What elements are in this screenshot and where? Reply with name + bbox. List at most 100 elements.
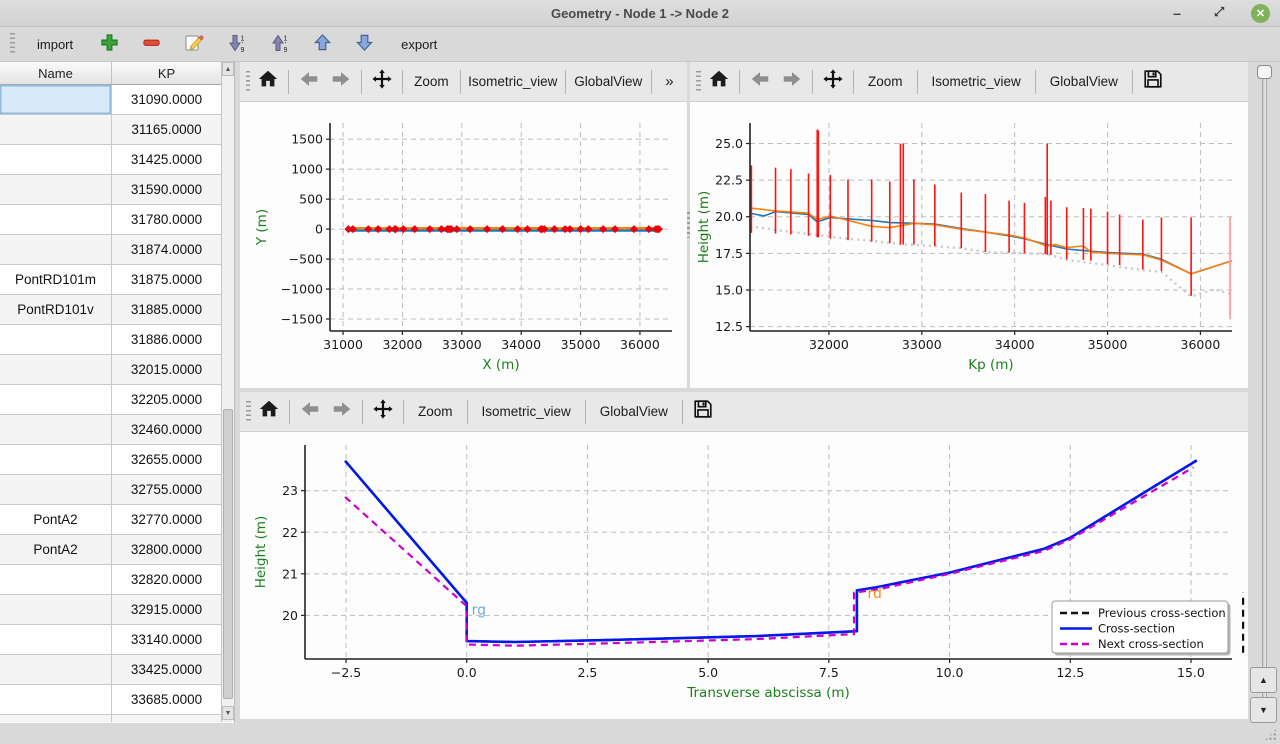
- cell-kp[interactable]: 32460.0000: [112, 415, 222, 445]
- forward-button[interactable]: [328, 395, 356, 428]
- cell-name[interactable]: [0, 385, 112, 415]
- cell-name[interactable]: [0, 595, 112, 625]
- cross-section-slider[interactable]: [1262, 66, 1267, 718]
- profile-view-canvas[interactable]: 32000 33000 34000 35000 36000 12.5 15.0 17.5 20.…: [690, 102, 1248, 388]
- table-row[interactable]: 32460.0000: [0, 415, 222, 445]
- table-row[interactable]: [0, 715, 222, 722]
- table-row[interactable]: 32755.0000: [0, 475, 222, 505]
- save-figure-button[interactable]: [689, 395, 717, 428]
- plots-vertical-splitter[interactable]: [687, 62, 690, 388]
- pan-button[interactable]: [819, 65, 847, 98]
- cell-kp[interactable]: 32755.0000: [112, 475, 222, 505]
- toolbar-drag-handle[interactable]: [696, 70, 701, 93]
- cell-name[interactable]: [0, 205, 112, 235]
- previous-section-button[interactable]: ▲: [1250, 667, 1277, 693]
- cell-kp[interactable]: 32820.0000: [112, 565, 222, 595]
- cell-kp[interactable]: 31590.0000: [112, 175, 222, 205]
- table-scrollbar[interactable]: ▲ ▼: [221, 62, 234, 722]
- cell-kp[interactable]: 33425.0000: [112, 655, 222, 685]
- cell-name[interactable]: [0, 445, 112, 475]
- isometric-view-button[interactable]: Isometric_view: [481, 404, 571, 419]
- next-section-button[interactable]: ▼: [1250, 697, 1277, 723]
- cell-name[interactable]: [0, 415, 112, 445]
- global-view-button[interactable]: GlobalView: [1049, 74, 1118, 89]
- table-row[interactable]: PontRD101m 31875.0000: [0, 265, 222, 295]
- home-button[interactable]: [705, 65, 733, 98]
- slider-thumb[interactable]: [1257, 65, 1272, 79]
- cell-kp[interactable]: 33685.0000: [112, 685, 222, 715]
- save-figure-button[interactable]: [1139, 65, 1167, 98]
- cell-name[interactable]: [0, 115, 112, 145]
- import-button[interactable]: import: [37, 36, 74, 52]
- table-row[interactable]: 31874.0000: [0, 235, 222, 265]
- table-row[interactable]: 32655.0000: [0, 445, 222, 475]
- minimize-button[interactable]: –: [1167, 3, 1187, 23]
- cell-name[interactable]: [0, 235, 112, 265]
- cell-kp[interactable]: 31780.0000: [112, 205, 222, 235]
- cell-name[interactable]: [0, 685, 112, 715]
- cell-kp[interactable]: 31886.0000: [112, 325, 222, 355]
- table-plots-splitter[interactable]: [235, 62, 240, 723]
- table-row[interactable]: 32820.0000: [0, 565, 222, 595]
- cell-kp[interactable]: 31165.0000: [112, 115, 222, 145]
- maximize-button[interactable]: [1209, 3, 1229, 23]
- column-header-name[interactable]: Name: [0, 62, 112, 84]
- toolbar-overflow-button[interactable]: »: [665, 73, 674, 90]
- cell-name[interactable]: [0, 85, 112, 115]
- resize-grip[interactable]: [1264, 728, 1277, 741]
- edit-button[interactable]: [179, 29, 209, 60]
- cell-name[interactable]: [0, 325, 112, 355]
- cell-name[interactable]: PontRD101m: [0, 265, 112, 295]
- delete-row-button[interactable]: [137, 29, 166, 59]
- cell-name[interactable]: [0, 715, 112, 722]
- cell-name[interactable]: PontRD101v: [0, 295, 112, 325]
- scroll-down-button[interactable]: ▼: [222, 706, 234, 720]
- table-row[interactable]: 32915.0000: [0, 595, 222, 625]
- table-row[interactable]: 32015.0000: [0, 355, 222, 385]
- move-down-button[interactable]: [350, 29, 379, 59]
- table-row[interactable]: 33425.0000: [0, 655, 222, 685]
- column-header-kp[interactable]: KP: [112, 62, 222, 84]
- cell-kp[interactable]: [112, 715, 222, 722]
- cell-kp[interactable]: 31874.0000: [112, 235, 222, 265]
- move-up-button[interactable]: [308, 29, 337, 59]
- home-button[interactable]: [255, 395, 283, 428]
- table-row[interactable]: PontA2 32770.0000: [0, 505, 222, 535]
- home-button[interactable]: [254, 65, 282, 98]
- table-row[interactable]: PontRD101v 31885.0000: [0, 295, 222, 325]
- table-row[interactable]: 31590.0000: [0, 175, 222, 205]
- zoom-button[interactable]: Zoom: [414, 74, 449, 89]
- table-row[interactable]: 33685.0000: [0, 685, 222, 715]
- table-row[interactable]: 33140.0000: [0, 625, 222, 655]
- global-view-button[interactable]: GlobalView: [574, 74, 643, 89]
- toolbar-drag-handle[interactable]: [246, 400, 251, 423]
- pan-button[interactable]: [369, 395, 397, 428]
- table-row[interactable]: 31090.0000: [0, 85, 222, 115]
- back-button[interactable]: [295, 65, 323, 98]
- cell-kp[interactable]: 32915.0000: [112, 595, 222, 625]
- add-row-button[interactable]: [95, 29, 124, 59]
- global-view-button[interactable]: GlobalView: [599, 404, 668, 419]
- cell-kp[interactable]: 32205.0000: [112, 385, 222, 415]
- cell-kp[interactable]: 31425.0000: [112, 145, 222, 175]
- pan-button[interactable]: [368, 65, 396, 98]
- forward-button[interactable]: [778, 65, 806, 98]
- cell-name[interactable]: PontA2: [0, 505, 112, 535]
- cell-kp[interactable]: 32770.0000: [112, 505, 222, 535]
- cell-kp[interactable]: 31885.0000: [112, 295, 222, 325]
- cross-section-canvas[interactable]: −2.5 0.0 2.5 5.0 7.5 10.0 12.5 15.0 20 21 22 23 Tran…: [240, 432, 1248, 719]
- back-button[interactable]: [296, 395, 324, 428]
- cell-name[interactable]: [0, 475, 112, 505]
- table-row[interactable]: 31886.0000: [0, 325, 222, 355]
- scroll-up-button[interactable]: ▲: [222, 62, 234, 76]
- zoom-button[interactable]: Zoom: [868, 74, 903, 89]
- cell-kp[interactable]: 31875.0000: [112, 265, 222, 295]
- forward-button[interactable]: [327, 65, 355, 98]
- cell-name[interactable]: [0, 145, 112, 175]
- isometric-view-button[interactable]: Isometric_view: [931, 74, 1021, 89]
- table-row[interactable]: 31425.0000: [0, 145, 222, 175]
- scrollbar-thumb[interactable]: [223, 409, 233, 699]
- cell-name[interactable]: [0, 355, 112, 385]
- cell-kp[interactable]: 32015.0000: [112, 355, 222, 385]
